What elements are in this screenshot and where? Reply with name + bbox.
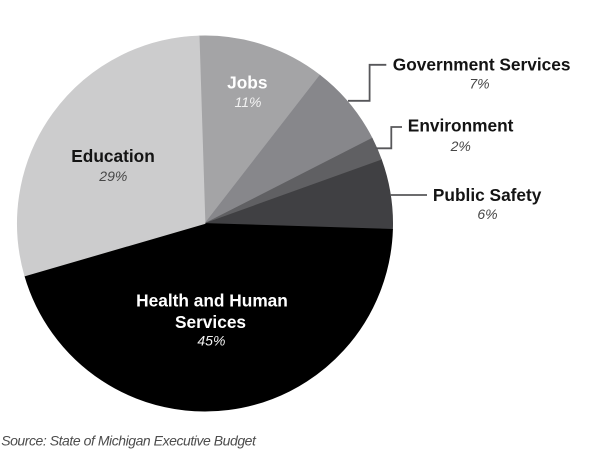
svg-text:Source: State of Michigan Exec: Source: State of Michigan Executive Budg… [1,433,257,449]
svg-text:Health and Human: Health and Human [136,291,288,311]
svg-text:6%: 6% [477,206,497,222]
svg-text:Environment: Environment [408,116,514,136]
svg-text:7%: 7% [469,76,489,92]
svg-text:29%: 29% [98,168,127,184]
svg-text:Education: Education [71,146,155,166]
svg-text:Jobs: Jobs [227,72,267,92]
svg-text:45%: 45% [197,333,225,349]
svg-text:Government Services: Government Services [393,55,571,75]
svg-text:Public Safety: Public Safety [433,185,542,205]
svg-text:Services: Services [175,312,246,332]
svg-text:2%: 2% [450,138,471,154]
svg-text:11%: 11% [235,94,262,110]
